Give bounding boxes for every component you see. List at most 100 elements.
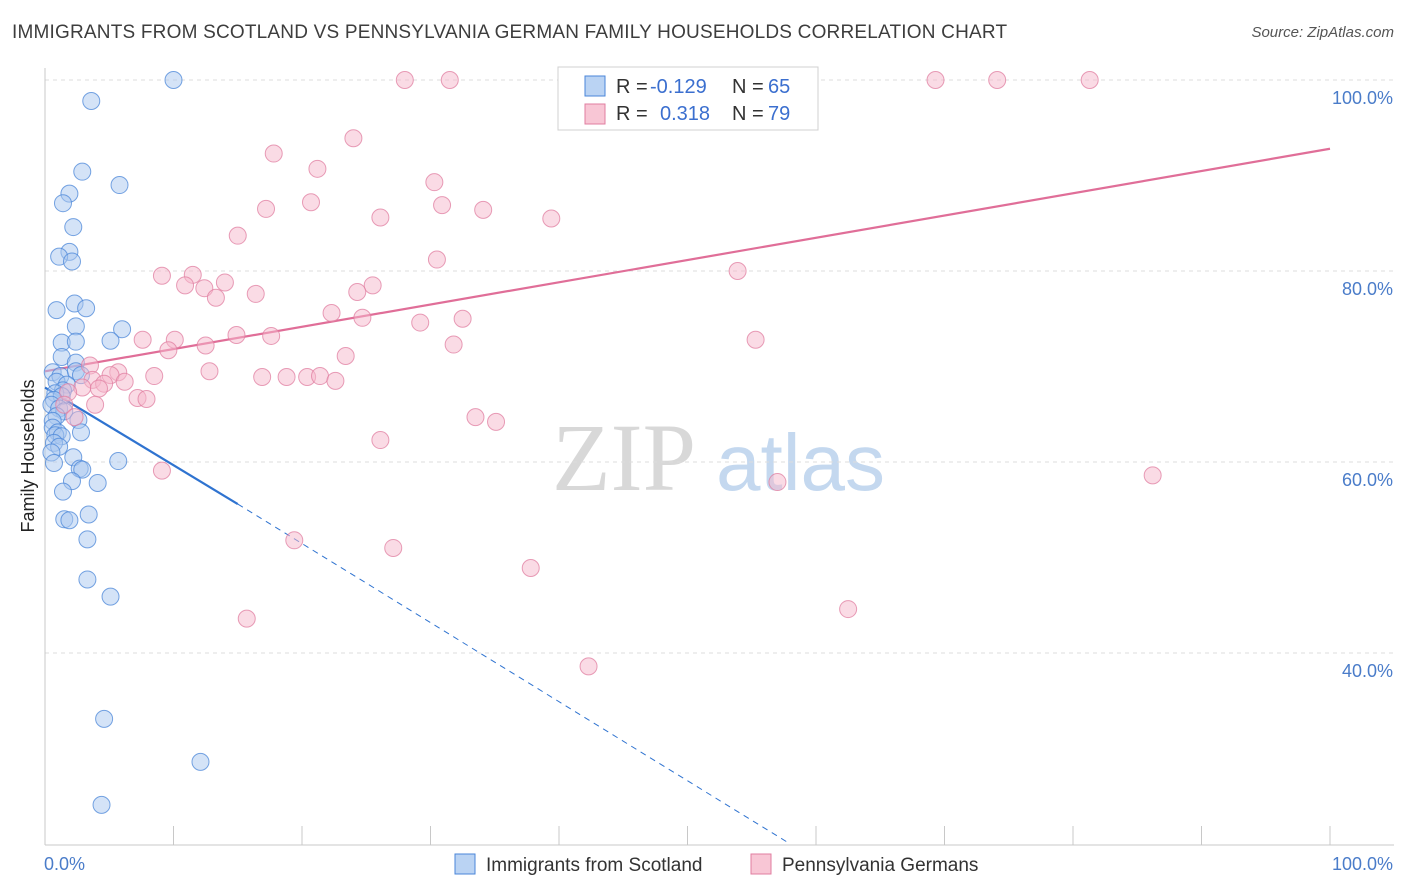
point-pa-german (285, 531, 304, 550)
point-pa-german (253, 368, 272, 387)
x-tick-label: 100.0% (1332, 854, 1393, 874)
point-pa-german (348, 283, 367, 302)
trend-line-scotland (44, 386, 239, 505)
point-scotland (79, 505, 98, 524)
point-pa-german (152, 461, 171, 480)
point-pa-german (196, 336, 215, 355)
legend-r-value-2: 0.318 (660, 103, 710, 125)
legend-r-label-1: R = (616, 76, 648, 98)
y-tick-label: 60.0% (1342, 470, 1393, 490)
point-pa-german (326, 371, 345, 390)
point-pa-german (444, 335, 463, 354)
gridlines (45, 79, 1394, 654)
axes: 40.0% 60.0% 80.0% 100.0% 0.0% 100.0% (44, 68, 1394, 874)
point-pa-german (384, 538, 403, 557)
legend-r-value-1: -0.129 (650, 76, 707, 98)
bottom-legend-label-blue: Immigrants from Scotland (486, 855, 702, 876)
bottom-legend-label-pink: Pennsylvania Germans (782, 855, 978, 876)
legend-n-label-2: N = (732, 103, 764, 125)
chart-source: Source: ZipAtlas.com (1251, 24, 1394, 41)
point-pa-german (579, 657, 598, 676)
point-pa-german (133, 330, 152, 349)
point-scotland (77, 299, 96, 318)
point-pa-german (336, 346, 355, 365)
point-pa-german (228, 226, 247, 245)
point-pa-german (195, 279, 214, 298)
y-tick-label: 80.0% (1342, 279, 1393, 299)
point-scotland (60, 511, 79, 530)
point-scotland (47, 301, 66, 320)
point-pa-german (277, 368, 296, 387)
point-scotland (110, 176, 129, 195)
legend-n-label-1: N = (732, 76, 764, 98)
point-pa-german (55, 395, 74, 414)
point-pa-german (371, 431, 390, 450)
point-pa-german (474, 200, 493, 219)
point-pa-german (257, 199, 276, 218)
point-scotland (73, 162, 92, 181)
point-pa-german (768, 473, 787, 492)
point-pa-german (1143, 466, 1162, 485)
point-pa-german (65, 408, 84, 427)
point-pa-german (363, 276, 382, 295)
point-pa-german (264, 144, 283, 163)
point-pa-german (262, 326, 281, 345)
point-pa-german (926, 71, 945, 89)
point-pa-german (310, 367, 329, 386)
point-pa-german (215, 273, 234, 292)
point-pa-german (246, 284, 265, 303)
point-scotland (62, 252, 81, 271)
point-scotland (78, 530, 97, 549)
legend-r-label-2: R = (616, 103, 648, 125)
bottom-legend-swatch-blue (454, 853, 476, 875)
x-tick-label: 0.0% (44, 854, 85, 874)
point-scotland (66, 317, 85, 336)
point-pa-german (89, 379, 108, 398)
y-axis-title: Family Households (18, 379, 38, 532)
point-pa-german (433, 196, 452, 215)
trend-line-pa-german (44, 147, 1331, 373)
point-pa-german (115, 372, 134, 391)
trend-line-scotland-extension (237, 503, 791, 845)
legend-n-value-2: 79 (768, 103, 790, 125)
point-pa-german (301, 193, 320, 212)
point-scotland (101, 331, 120, 350)
point-scotland (44, 453, 63, 472)
point-pa-german (487, 412, 506, 431)
point-pa-german (145, 367, 164, 386)
y-tick-label: 40.0% (1342, 661, 1393, 681)
point-pa-german (425, 173, 444, 192)
point-scotland (66, 332, 85, 351)
y-tick-label: 100.0% (1332, 88, 1393, 108)
point-pa-german (159, 341, 178, 360)
point-pa-german (521, 559, 540, 578)
point-pa-german (453, 309, 472, 328)
point-pa-german (176, 276, 195, 295)
point-pa-german (308, 159, 327, 178)
point-pa-german (137, 389, 156, 408)
stats-legend: R = -0.129 N = 65 R = 0.318 N = 79 (557, 66, 819, 131)
point-pa-german (344, 129, 363, 148)
point-scotland (191, 752, 210, 771)
point-scotland (109, 452, 128, 471)
point-pa-german (152, 266, 171, 285)
point-pa-german (988, 71, 1007, 89)
point-pa-german (227, 325, 246, 344)
point-pa-german (200, 362, 219, 381)
data-points (42, 71, 1162, 814)
point-pa-german (395, 71, 414, 89)
chart-title: IMMIGRANTS FROM SCOTLAND VS PENNSYLVANIA… (12, 22, 1008, 43)
point-pa-german (86, 395, 105, 414)
point-pa-german (322, 304, 341, 323)
point-pa-german (206, 288, 225, 307)
point-scotland (95, 709, 114, 728)
point-scotland (73, 460, 92, 479)
watermark-zip: ZIP (552, 404, 696, 511)
point-scotland (113, 320, 132, 339)
point-pa-german (440, 71, 459, 89)
point-scotland (78, 570, 97, 589)
point-scotland (64, 218, 83, 237)
point-scotland (101, 587, 120, 606)
point-pa-german (427, 250, 446, 269)
